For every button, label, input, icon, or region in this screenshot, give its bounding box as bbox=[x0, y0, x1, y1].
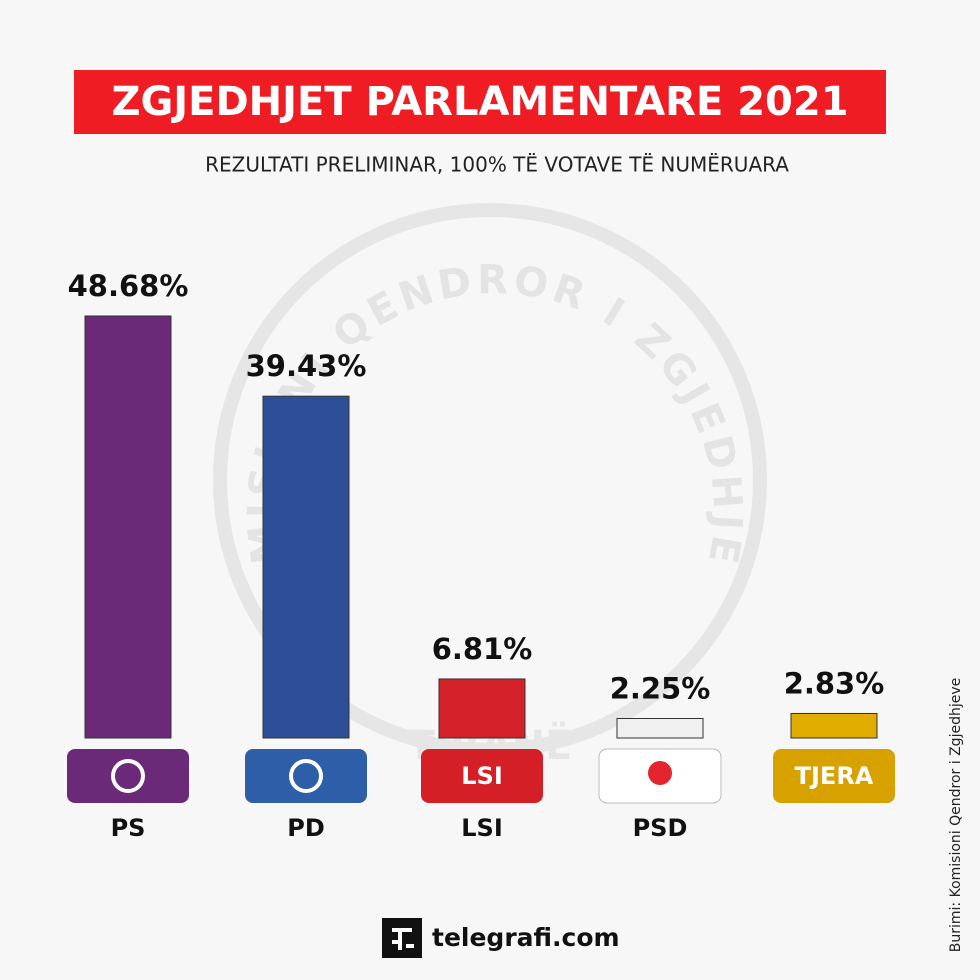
category-label: PD bbox=[287, 814, 325, 842]
bar bbox=[616, 717, 704, 739]
subtitle: REZULTATI PRELIMINAR, 100% TË VOTAVE TË … bbox=[205, 153, 789, 177]
bar bbox=[438, 678, 526, 739]
bar bbox=[84, 315, 172, 739]
party-logo bbox=[289, 759, 323, 793]
party-badge bbox=[421, 749, 543, 803]
value-label: 6.81% bbox=[432, 632, 533, 666]
badge-label: TJERA bbox=[795, 762, 874, 790]
party-badge bbox=[773, 749, 895, 803]
value-label: 48.68% bbox=[68, 269, 189, 303]
title-box bbox=[74, 70, 886, 134]
party-badge bbox=[67, 749, 189, 803]
value-label: 39.43% bbox=[246, 349, 367, 383]
bar bbox=[262, 395, 350, 739]
party-logo bbox=[111, 759, 145, 793]
brand: telegrafi.com bbox=[432, 923, 620, 952]
party-badge bbox=[245, 749, 367, 803]
category-label: PS bbox=[111, 814, 146, 842]
party-logo bbox=[648, 761, 672, 785]
source: Burimi: Komisioni Qendror i Zgjedhjeve bbox=[948, 678, 964, 952]
chart-title: ZGJEDHJET PARLAMENTARE 2021 bbox=[111, 79, 848, 125]
category-label: LSI bbox=[461, 814, 503, 842]
category-label: PSD bbox=[633, 814, 688, 842]
badge-label: LSI bbox=[461, 762, 503, 790]
value-label: 2.83% bbox=[784, 666, 885, 700]
bar bbox=[790, 712, 878, 739]
value-label: 2.25% bbox=[610, 671, 711, 705]
brand-icon-mark bbox=[392, 928, 414, 950]
